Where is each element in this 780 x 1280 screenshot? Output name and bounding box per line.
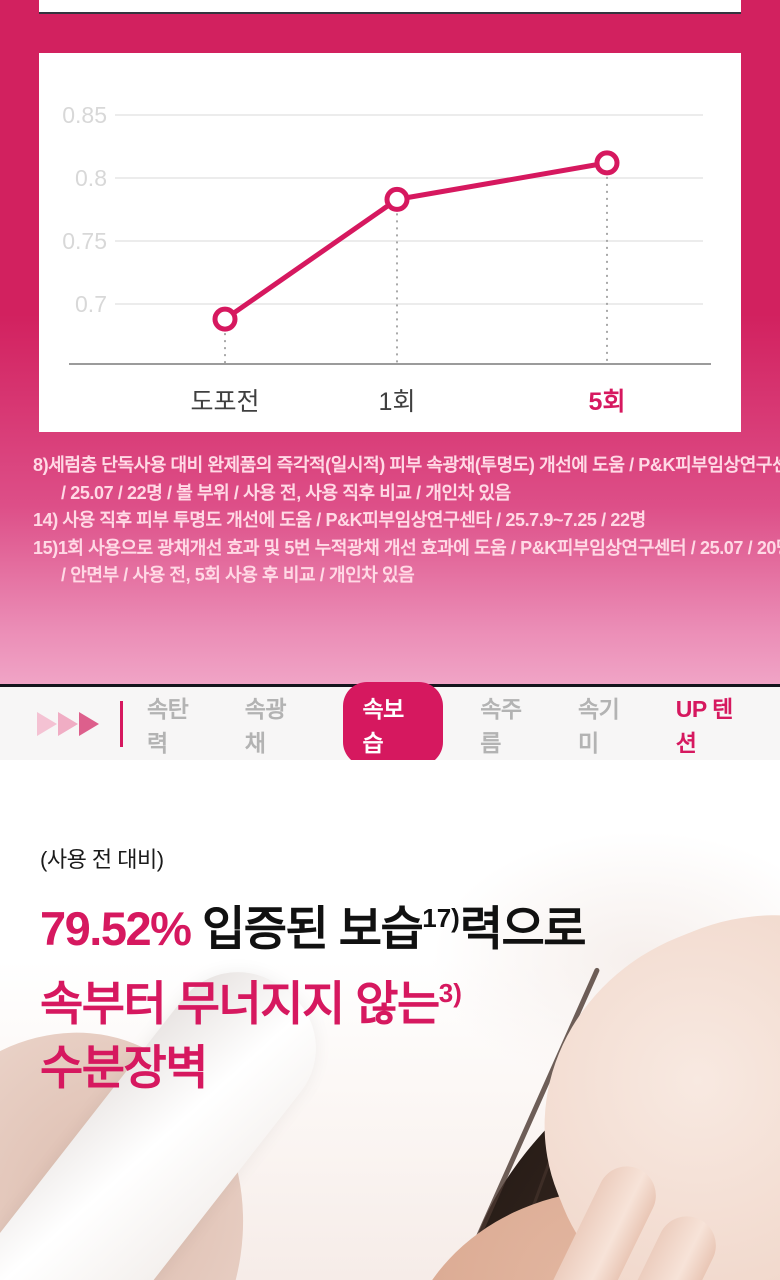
- tab-dark-spot[interactable]: 속기미: [578, 695, 620, 756]
- tab-radiance[interactable]: 속광채: [244, 695, 287, 756]
- footnote-line: / 안면부 / 사용 전, 5회 사용 후 비교 / 개인차 있음: [61, 565, 415, 585]
- x-tick-label: 1회: [379, 388, 416, 416]
- line-chart: 0.85 0.8 0.75 0.7 도포전 1회 5회: [62, 102, 711, 416]
- tab-up-tension[interactable]: UP 텐션: [675, 695, 734, 756]
- category-tab-bar: 속탄력 속광채 속보습 속주름 속기미 UP 텐션: [0, 681, 780, 766]
- headline-line-1: 79.52% 입증된 보습17)력으로: [40, 886, 587, 961]
- data-point: [384, 186, 410, 212]
- footnote-line: 15)1회 사용으로 광채개선 효과 및 5번 누적광채 개선 효과에 도움 /…: [33, 537, 780, 558]
- headline-line-1-tail: 력으로: [459, 902, 587, 955]
- y-tick-label: 0.85: [62, 102, 107, 128]
- moisture-stat: 79.52%: [40, 902, 192, 955]
- tab-moisture[interactable]: 속보습: [342, 681, 444, 766]
- moisture-hero-section: (사용 전 대비) 79.52% 입증된 보습17)력으로 속부터 무너지지 않…: [0, 760, 780, 1280]
- headline-line-1-mid: 입증된 보습: [190, 902, 424, 955]
- triple-arrow-icon: [37, 711, 99, 736]
- footnote-line: 8)세럼층 단독사용 대비 완제품의 즉각적(일시적) 피부 속광채(투명도) …: [33, 455, 780, 475]
- previous-card-bottom-edge: [39, 0, 741, 14]
- footnote-ref-3: 3): [438, 978, 462, 1008]
- arrow-right-icon: [79, 711, 99, 736]
- model-photo: [0, 830, 780, 1280]
- arrow-right-icon: [58, 711, 78, 736]
- tab-wrinkle[interactable]: 속주름: [480, 695, 522, 756]
- headline-line-3: 수분장벽: [40, 1041, 208, 1094]
- tab-elasticity[interactable]: 속탄력: [147, 695, 189, 756]
- hero-headline-block: (사용 전 대비) 79.52% 입증된 보습17)력으로 속부터 무너지지 않…: [40, 842, 587, 1100]
- arrow-right-icon: [37, 711, 57, 736]
- y-tick-label: 0.7: [75, 291, 107, 317]
- data-point: [212, 306, 238, 332]
- x-tick-label: 5회: [589, 388, 626, 416]
- clinical-footnotes: 8)세럼층 단독사용 대비 완제품의 즉각적(일시적) 피부 속광채(투명도) …: [33, 452, 780, 590]
- data-point: [594, 150, 620, 176]
- footnote-line: 14) 사용 직후 피부 투명도 개선에 도움 / P&K피부임상연구센타 / …: [33, 510, 646, 530]
- tab-list: 속탄력 속광채 속보습 속주름 속기미 UP 텐션: [147, 681, 780, 766]
- y-tick-label: 0.75: [62, 228, 107, 254]
- tab-bar-divider: [120, 700, 123, 747]
- comparison-note: (사용 전 대비): [40, 847, 164, 872]
- x-tick-label: 도포전: [190, 388, 259, 416]
- y-tick-label: 0.8: [75, 165, 107, 191]
- footnote-line: / 25.07 / 22명 / 볼 부위 / 사용 전, 사용 직후 비교 / …: [61, 482, 511, 503]
- headline-line-2-text: 속부터 무너지지 않는: [40, 977, 440, 1030]
- clinical-result-chart-card: 0.85 0.8 0.75 0.7 도포전 1회 5회: [39, 53, 741, 432]
- footnote-ref-17: 17): [422, 903, 460, 933]
- headline-line-2: 속부터 무너지지 않는3): [40, 961, 585, 1036]
- pink-results-section: 0.85 0.8 0.75 0.7 도포전 1회 5회 8)세럼층 단독사용 대비 완제품의…: [0, 0, 780, 684]
